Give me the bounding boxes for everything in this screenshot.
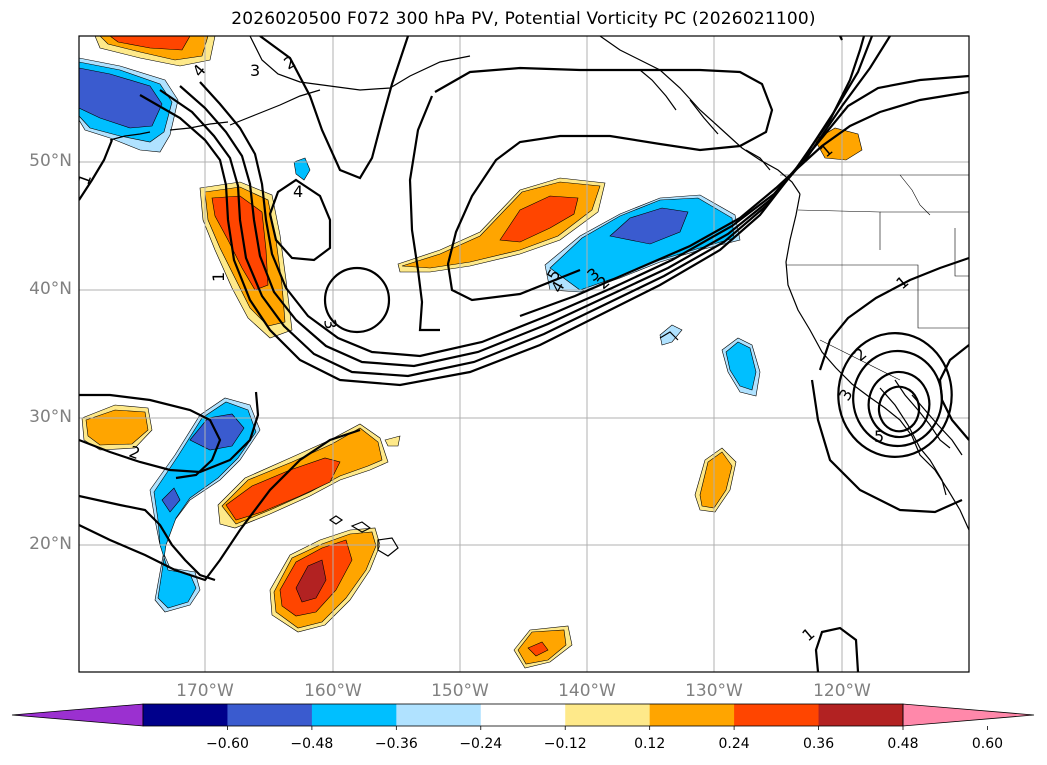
colorbar-segment xyxy=(396,704,482,726)
colorbar-segment xyxy=(143,704,228,726)
lon-label-130w: 130°W xyxy=(685,681,743,701)
lon-label-170w: 170°W xyxy=(176,681,234,701)
contour-label: 5 xyxy=(874,427,884,446)
lat-label-20n: 20°N xyxy=(29,534,72,554)
colorbar-tick-label: 0.24 xyxy=(718,736,750,752)
contour-label: 4 xyxy=(189,61,210,81)
colorbar-tick-label: −0.60 xyxy=(205,736,249,752)
contour-label: 3 xyxy=(320,317,340,330)
coastlines xyxy=(109,36,969,557)
negative-anomaly-northwest xyxy=(79,57,179,153)
contour-label: 2 xyxy=(850,344,870,365)
colorbar-frame xyxy=(142,703,904,727)
lon-label-120w: 120°W xyxy=(813,681,871,701)
colorbar-tick-label: −0.24 xyxy=(459,736,503,752)
contour-label: 4 xyxy=(293,182,303,201)
map-title: 2026020500 F072 300 hPa PV, Potential Vo… xyxy=(231,9,816,29)
colorbar xyxy=(11,703,1035,730)
colorbar-segment xyxy=(480,704,566,726)
contour-label: 3 xyxy=(250,61,260,80)
positive-anomaly-gulf xyxy=(397,177,606,273)
negative-anomaly-jet-exit xyxy=(544,194,741,293)
colorbar-tick-label: 0.48 xyxy=(887,736,919,752)
negative-anomaly-small-1 xyxy=(293,157,311,181)
colorbar-extend-min xyxy=(11,703,144,727)
lat-label-50n: 50°N xyxy=(29,151,72,171)
positive-anomaly-north xyxy=(94,36,216,67)
colorbar-segment xyxy=(311,704,397,726)
colorbar-tick-label: 0.36 xyxy=(802,736,835,752)
colorbar-tick-label: −0.12 xyxy=(543,736,587,752)
colorbar-tick-label: 0.12 xyxy=(634,736,666,752)
colorbar-segment xyxy=(734,704,820,726)
negative-anomaly-east xyxy=(721,337,761,397)
contour-label: 1 xyxy=(209,272,228,282)
positive-anomaly-hawaii xyxy=(269,527,381,633)
lat-label-30n: 30°N xyxy=(29,407,72,427)
colorbar-extend-max xyxy=(902,703,1035,727)
colorbar-tick-label: −0.36 xyxy=(374,736,418,752)
colorbar-segment xyxy=(565,704,651,726)
positive-anomaly-south xyxy=(513,625,573,669)
colorbar-tick-label: 0.60 xyxy=(971,736,1004,752)
positive-anomaly-southeast xyxy=(694,447,737,513)
colorbar-segment xyxy=(818,704,904,726)
negative-anomaly-small-2 xyxy=(659,324,683,346)
gridlines xyxy=(79,36,969,672)
lat-label-40n: 40°N xyxy=(29,279,72,299)
colorbar-segment xyxy=(227,704,313,726)
lon-label-150w: 150°W xyxy=(431,681,489,701)
borders xyxy=(780,174,969,381)
pv-contours xyxy=(79,36,969,672)
colorbar-tick-label: −0.48 xyxy=(290,736,334,752)
positive-anomaly-northeast xyxy=(814,127,863,161)
lon-label-140w: 140°W xyxy=(558,681,616,701)
plot-frame xyxy=(78,35,970,673)
positive-anomaly-west xyxy=(81,404,153,451)
lon-label-160w: 160°W xyxy=(304,681,362,701)
contour-labels: 4 3 2 1 4 1 3 5 4 3 2 1 1 2 3 5 2 1 xyxy=(74,52,912,645)
colorbar-segment xyxy=(649,704,735,726)
contour-label: 1 xyxy=(798,624,818,645)
contour-label: 1 xyxy=(74,171,95,187)
